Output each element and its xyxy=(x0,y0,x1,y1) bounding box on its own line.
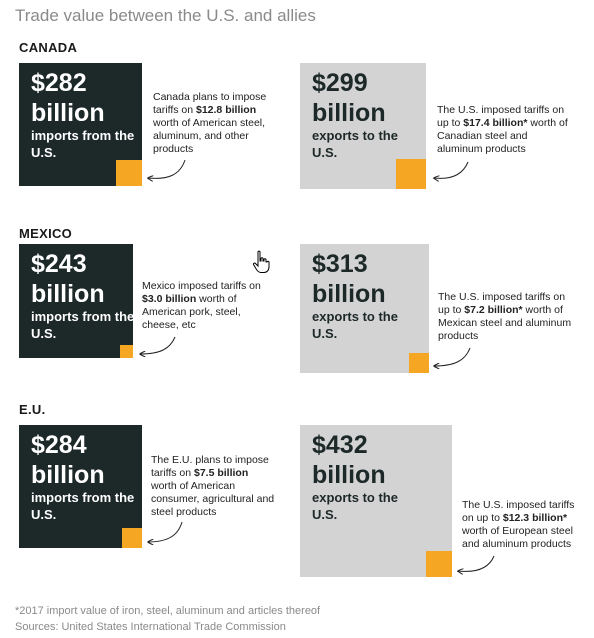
imports-unit: billion xyxy=(31,461,105,489)
exports-label: exports to the U.S. xyxy=(312,309,398,341)
source-note: Sources: United States International Tra… xyxy=(15,621,286,633)
exports-box-canada: $299 billion exports to the U.S. xyxy=(300,63,426,189)
exports-unit: billion xyxy=(312,461,386,489)
exports-unit: billion xyxy=(312,99,386,127)
tariff-square-eu-imports xyxy=(122,528,142,548)
arrow-eu-imports xyxy=(148,521,183,542)
exports-label: exports to the U.S. xyxy=(312,128,398,160)
exports-label: exports to the U.S. xyxy=(312,490,398,522)
tariff-note-mexico-imports: Mexico imposed tariffs on $3.0 billion w… xyxy=(142,280,261,331)
chart-title: Trade value between the U.S. and allies xyxy=(15,6,316,25)
tariff-note-mexico-exports: The U.S. imposed tariffs on up to $7.2 b… xyxy=(438,291,572,342)
imports-amount: $243 xyxy=(31,250,87,278)
tariff-note-eu-exports: The U.S. imposed tariffs on up to $12.3 … xyxy=(462,499,575,550)
imports-unit: billion xyxy=(31,280,105,308)
arrow-canada-imports xyxy=(148,159,186,178)
tariff-note-canada-exports: The U.S. imposed tariffs on up to $17.4 … xyxy=(437,104,568,155)
exports-box-eu: $432 billion exports to the U.S. xyxy=(300,425,452,577)
exports-amount: $432 xyxy=(312,431,368,459)
tariff-note-eu-imports: The E.U. plans to impose tariffs on $7.5… xyxy=(151,454,275,518)
exports-amount: $313 xyxy=(312,250,368,278)
exports-box-mexico: $313 billion exports to the U.S. xyxy=(300,244,429,373)
country-label-canada: CANADA xyxy=(19,40,78,55)
arrow-mexico-imports xyxy=(140,336,176,354)
footnote: *2017 import value of iron, steel, alumi… xyxy=(15,605,321,617)
tariff-square-mexico-exports xyxy=(409,353,429,373)
tariff-square-mexico-imports xyxy=(120,345,133,358)
imports-label: imports from the U.S. xyxy=(31,128,135,160)
arrow-canada-exports xyxy=(434,161,469,178)
country-label-eu: E.U. xyxy=(19,402,46,417)
imports-box-eu: $284 billion imports from the U.S. xyxy=(19,425,142,548)
imports-amount: $282 xyxy=(31,69,87,97)
imports-box-canada: $282 billion imports from the U.S. xyxy=(19,63,142,186)
imports-label: imports from the U.S. xyxy=(31,309,135,341)
exports-unit: billion xyxy=(312,280,386,308)
arrow-eu-exports xyxy=(458,555,495,571)
arrow-mexico-exports xyxy=(434,347,471,366)
tariff-square-eu-exports xyxy=(426,551,452,577)
imports-unit: billion xyxy=(31,99,105,127)
tariff-note-canada-imports: Canada plans to impose tariffs on $12.8 … xyxy=(153,91,267,155)
country-label-mexico: MEXICO xyxy=(19,226,73,241)
tariff-square-canada-exports xyxy=(396,159,426,189)
hand-cursor-icon xyxy=(252,250,270,273)
imports-box-mexico: $243 billion imports from the U.S. xyxy=(19,244,134,358)
exports-amount: $299 xyxy=(312,69,368,97)
imports-label: imports from the U.S. xyxy=(31,490,135,522)
imports-amount: $284 xyxy=(31,431,87,459)
tariff-square-canada-imports xyxy=(116,160,142,186)
